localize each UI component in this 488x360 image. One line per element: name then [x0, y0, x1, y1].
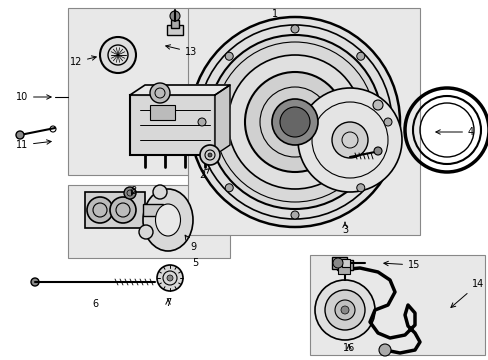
Circle shape: [227, 55, 361, 189]
Bar: [331, 257, 346, 269]
Text: 3: 3: [341, 222, 347, 235]
Circle shape: [331, 122, 367, 158]
Circle shape: [383, 118, 391, 126]
Circle shape: [332, 258, 342, 268]
Circle shape: [87, 197, 113, 223]
Ellipse shape: [142, 189, 193, 251]
Polygon shape: [130, 85, 229, 95]
Circle shape: [207, 35, 381, 209]
Polygon shape: [215, 85, 229, 155]
Bar: [85, 192, 145, 228]
Text: 12: 12: [69, 56, 96, 67]
Circle shape: [167, 275, 173, 281]
Ellipse shape: [155, 204, 180, 236]
Bar: [130, 95, 215, 155]
Circle shape: [290, 25, 298, 33]
Text: 13: 13: [165, 45, 197, 57]
Bar: [336, 260, 352, 270]
Text: 6: 6: [92, 299, 98, 309]
Circle shape: [124, 187, 136, 199]
Circle shape: [280, 107, 309, 137]
Circle shape: [373, 147, 381, 155]
Circle shape: [340, 306, 348, 314]
Circle shape: [170, 11, 180, 21]
Bar: [187, 8, 419, 235]
Circle shape: [356, 52, 364, 60]
Circle shape: [297, 88, 401, 192]
Circle shape: [31, 278, 39, 286]
Bar: [68, 8, 229, 175]
Text: 11: 11: [16, 140, 51, 150]
Circle shape: [207, 153, 212, 157]
Bar: [68, 185, 229, 258]
Circle shape: [314, 280, 374, 340]
Circle shape: [157, 265, 183, 291]
Circle shape: [139, 225, 153, 239]
Circle shape: [244, 72, 345, 172]
Bar: [341, 259, 349, 267]
Circle shape: [290, 211, 298, 219]
Circle shape: [225, 184, 233, 192]
Text: 9: 9: [185, 235, 196, 252]
Bar: [161, 207, 169, 213]
Circle shape: [325, 290, 364, 330]
Bar: [337, 266, 349, 274]
Circle shape: [198, 118, 205, 126]
Circle shape: [356, 184, 364, 192]
Text: 14: 14: [450, 279, 483, 307]
Bar: [309, 255, 484, 355]
Circle shape: [153, 185, 167, 199]
Circle shape: [378, 344, 390, 356]
Bar: [171, 20, 179, 28]
Text: 8: 8: [130, 186, 136, 196]
Text: 7: 7: [164, 298, 171, 308]
Circle shape: [150, 83, 170, 103]
Bar: [150, 105, 175, 120]
Text: 4: 4: [435, 127, 473, 137]
Circle shape: [200, 145, 220, 165]
Bar: [167, 25, 183, 35]
Text: 5: 5: [191, 258, 198, 268]
Circle shape: [225, 52, 233, 60]
Circle shape: [110, 197, 136, 223]
Text: 1: 1: [271, 9, 278, 19]
Circle shape: [100, 37, 136, 73]
Circle shape: [190, 17, 399, 227]
Circle shape: [334, 300, 354, 320]
Text: 2: 2: [199, 168, 209, 180]
Text: 10: 10: [16, 92, 51, 102]
Text: 16: 16: [342, 343, 354, 353]
Bar: [142, 204, 163, 216]
Circle shape: [271, 99, 317, 145]
Text: 15: 15: [383, 260, 420, 270]
Circle shape: [16, 131, 24, 139]
Circle shape: [372, 100, 382, 110]
